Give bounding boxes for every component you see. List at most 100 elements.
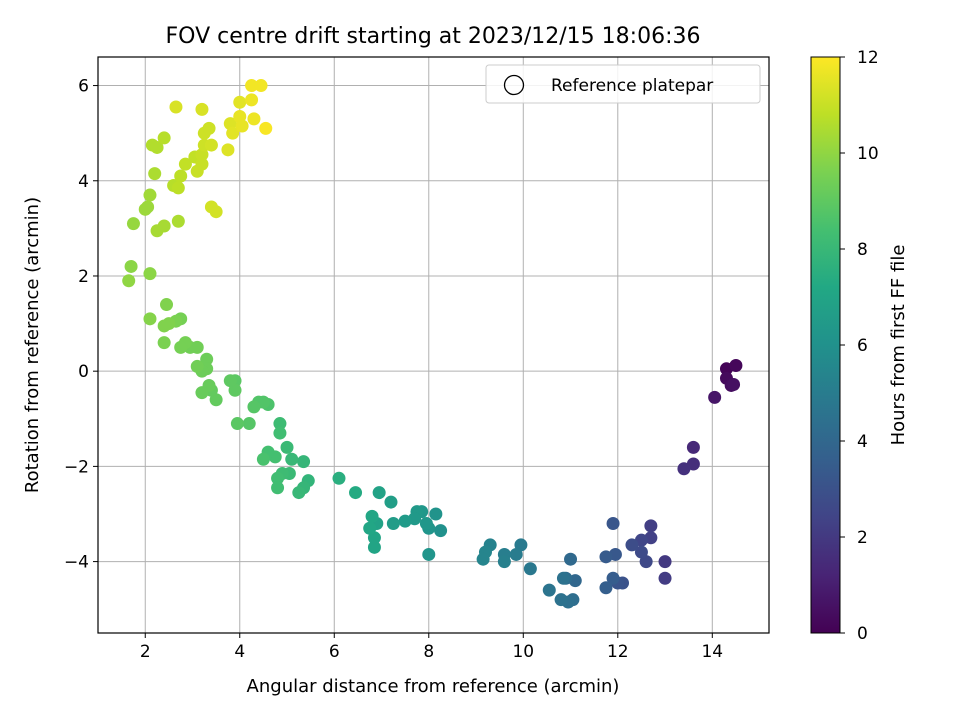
data-point xyxy=(708,390,722,404)
data-point xyxy=(332,471,346,485)
legend-label: Reference platepar xyxy=(551,76,713,96)
data-point xyxy=(148,167,162,181)
data-point xyxy=(143,312,157,326)
data-point xyxy=(658,571,672,585)
colorbar-label: Hours from first FF file xyxy=(888,245,909,446)
colorbar-ticks: 0 2 4 6 8 10 12 xyxy=(840,48,879,644)
data-point xyxy=(523,562,537,576)
data-point xyxy=(297,455,311,469)
data-point xyxy=(245,93,259,107)
y-axis-ticks: −4 −2 0 2 4 6 xyxy=(64,77,98,573)
x-tick-label: 12 xyxy=(607,642,629,662)
data-point xyxy=(204,138,218,152)
data-point xyxy=(242,417,256,431)
data-point xyxy=(126,217,140,231)
data-point xyxy=(174,169,188,183)
colorbar-tick-label: 4 xyxy=(857,432,868,452)
legend: Reference platepar xyxy=(485,64,761,104)
data-point xyxy=(174,340,188,354)
data-point xyxy=(271,481,285,495)
data-point xyxy=(422,547,436,561)
data-point xyxy=(256,452,270,466)
y-tick-label: −2 xyxy=(64,457,89,477)
data-point xyxy=(606,571,620,585)
x-axis-label: Angular distance from reference (arcmin) xyxy=(247,676,620,697)
data-point xyxy=(202,121,216,135)
data-point xyxy=(143,188,157,202)
data-point xyxy=(195,102,209,116)
data-point xyxy=(349,486,363,500)
data-point xyxy=(434,524,448,538)
data-point xyxy=(384,495,398,509)
data-point xyxy=(606,517,620,531)
y-tick-label: 4 xyxy=(78,172,89,192)
data-point xyxy=(209,205,223,219)
y-tick-label: −4 xyxy=(64,553,89,573)
data-point xyxy=(729,358,743,372)
data-point xyxy=(233,95,247,109)
data-point xyxy=(195,386,209,400)
data-point xyxy=(235,119,249,133)
x-tick-label: 10 xyxy=(512,642,534,662)
data-point xyxy=(143,267,157,281)
data-point xyxy=(259,121,273,135)
data-point xyxy=(162,317,176,331)
data-point xyxy=(398,514,412,528)
colorbar: 0 2 4 6 8 10 12 Hours from first FF file xyxy=(810,48,909,644)
data-point xyxy=(247,400,261,414)
data-point xyxy=(292,486,306,500)
legend-marker-open-circle xyxy=(503,74,525,96)
x-tick-label: 2 xyxy=(140,642,151,662)
data-point xyxy=(221,143,235,157)
data-point xyxy=(363,521,377,535)
data-point xyxy=(365,509,379,523)
data-point xyxy=(226,126,240,140)
data-point xyxy=(273,426,287,440)
data-point xyxy=(497,555,511,569)
data-point xyxy=(554,593,568,607)
data-point xyxy=(625,538,639,552)
data-point xyxy=(476,552,490,566)
data-point xyxy=(190,359,204,373)
data-point xyxy=(171,181,185,195)
y-tick-label: 6 xyxy=(78,77,89,97)
chart-title: FOV centre drift starting at 2023/12/15 … xyxy=(166,24,701,49)
data-point xyxy=(509,547,523,561)
data-point xyxy=(386,517,400,531)
data-point xyxy=(542,583,556,597)
data-point xyxy=(599,581,613,595)
data-point xyxy=(178,157,192,171)
data-point xyxy=(171,214,185,228)
data-point xyxy=(254,79,268,93)
data-point xyxy=(223,374,237,388)
colorbar-tick-label: 8 xyxy=(857,240,868,260)
plot-frame xyxy=(97,56,770,634)
data-point xyxy=(122,274,136,288)
data-point xyxy=(429,507,443,521)
data-point xyxy=(686,440,700,454)
data-point xyxy=(367,540,381,554)
data-point xyxy=(160,298,174,312)
data-point xyxy=(556,571,570,585)
x-axis-ticks: 2 4 6 8 10 12 14 xyxy=(140,633,723,662)
y-tick-label: 0 xyxy=(78,362,89,382)
x-tick-label: 14 xyxy=(701,642,723,662)
y-axis-label: Rotation from reference (arcmin) xyxy=(22,197,43,493)
data-point xyxy=(245,79,259,93)
y-tick-label: 2 xyxy=(78,267,89,287)
data-point xyxy=(285,452,299,466)
data-point xyxy=(271,471,285,485)
colorbar-tick-label: 0 xyxy=(857,624,868,644)
legend-box xyxy=(485,64,761,104)
data-point xyxy=(247,112,261,126)
colorbar-tick-label: 2 xyxy=(857,528,868,548)
data-point xyxy=(634,545,648,559)
colorbar-tick-label: 12 xyxy=(857,48,879,68)
data-point xyxy=(658,555,672,569)
data-point xyxy=(372,486,386,500)
data-point xyxy=(644,519,658,533)
data-point xyxy=(419,517,433,531)
data-point xyxy=(564,552,578,566)
data-point xyxy=(157,131,171,145)
